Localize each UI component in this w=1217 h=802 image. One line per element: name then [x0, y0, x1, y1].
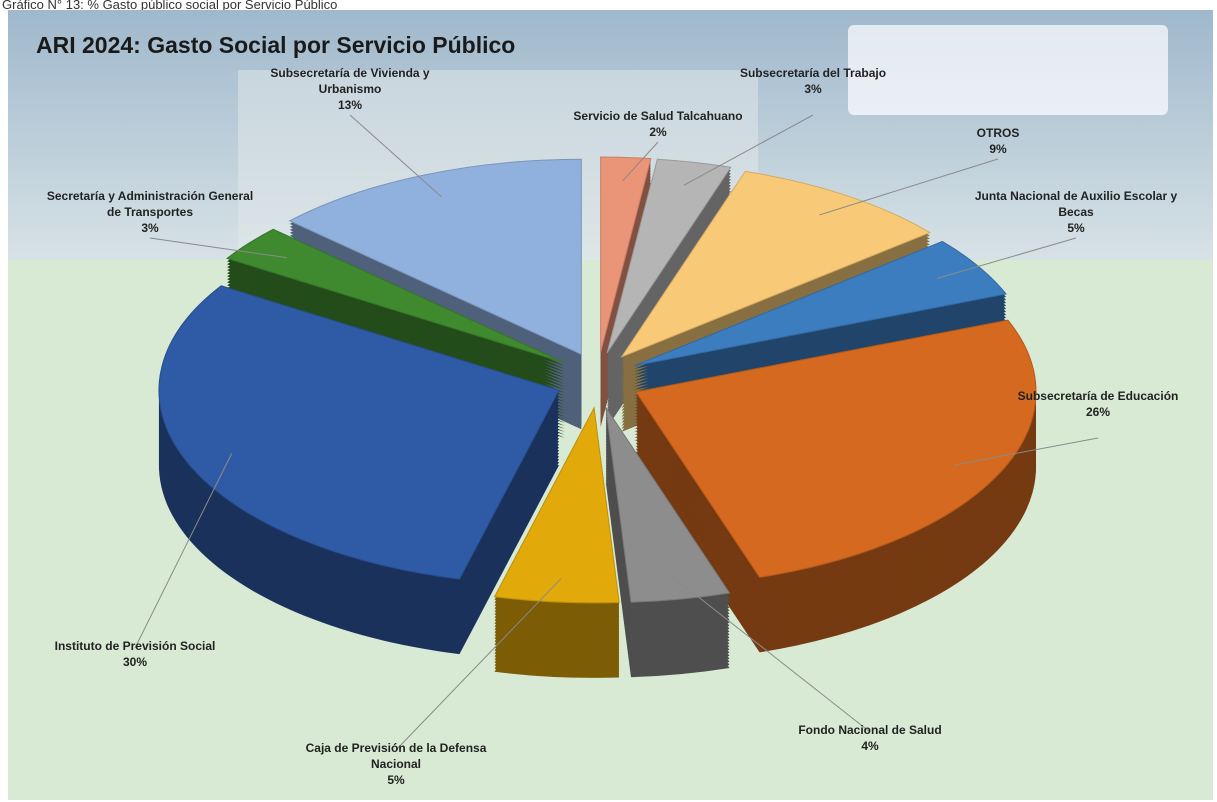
leader-line: [622, 141, 659, 182]
chart: [8, 10, 1213, 800]
leader-line: [954, 437, 1099, 466]
slice: [158, 285, 560, 580]
data-label-name: Fondo Nacional de Salud: [798, 723, 942, 737]
data-label: Subsecretaría del Trabajo 3%: [708, 65, 918, 97]
data-label-value: 2%: [649, 125, 667, 139]
chart-title: ARI 2024: Gasto Social por Servicio Públ…: [36, 32, 516, 58]
leader-line: [134, 453, 233, 649]
data-label-value: 26%: [1085, 405, 1111, 419]
data-label: Subsecretaría de Vivienda y Urbanismo 13%: [245, 65, 455, 113]
slice: [620, 170, 931, 358]
slice: [606, 158, 732, 353]
data-label-value: 13%: [337, 98, 363, 112]
leader-line: [349, 114, 442, 198]
data-label-value: 5%: [1067, 221, 1085, 235]
data-label-name: Servicio de Salud Talcahuano: [573, 109, 743, 123]
data-label: Subsecretaría de Educación 26%: [993, 388, 1203, 420]
slice: [493, 406, 620, 604]
leader-line: [395, 578, 562, 751]
data-label-value: 3%: [141, 221, 159, 235]
slice: [288, 158, 582, 356]
chart-frame: ARI 2024: Gasto Social por Servicio Públ…: [8, 10, 1213, 800]
data-label: OTROS 9%: [893, 125, 1103, 157]
data-label-name: Subsecretaría de Vivienda y Urbanismo: [270, 66, 430, 96]
data-label-name: OTROS: [976, 126, 1020, 140]
slice: [605, 407, 731, 603]
slice: [635, 319, 1037, 578]
data-label: Instituto de Previsión Social 30%: [30, 638, 240, 670]
data-label: Servicio de Salud Talcahuano 2%: [553, 108, 763, 140]
data-label-value: 3%: [804, 82, 822, 96]
slice: [226, 228, 566, 364]
data-label-value: 5%: [387, 773, 405, 787]
data-label: Secretaría y Administración General de T…: [45, 188, 255, 236]
leader-line: [936, 237, 1077, 279]
data-label-value: 30%: [122, 655, 148, 669]
data-label-name: Secretaría y Administración General de T…: [46, 189, 254, 219]
leader-line: [819, 158, 999, 216]
data-label-name: Caja de Previsión de la Defensa Nacional: [305, 741, 487, 771]
data-label-name: Junta Nacional de Auxilio Escolar y Beca…: [974, 189, 1178, 219]
data-label-name: Subsecretaría del Trabajo: [739, 66, 887, 80]
caption: Gráfico N° 13: % Gasto público social po…: [2, 0, 338, 12]
leader-line: [671, 575, 871, 733]
data-label: Junta Nacional de Auxilio Escolar y Beca…: [971, 188, 1181, 236]
data-label: Caja de Previsión de la Defensa Nacional…: [291, 740, 501, 788]
data-label: Fondo Nacional de Salud 4%: [765, 722, 975, 754]
leader-line: [683, 114, 814, 186]
background-logo: [848, 25, 1168, 115]
slice: [600, 156, 652, 353]
leader-line: [149, 237, 287, 259]
data-label-name: Instituto de Previsión Social: [54, 639, 216, 653]
data-label-value: 9%: [989, 142, 1007, 156]
data-label-value: 4%: [861, 739, 879, 753]
data-label-name: Subsecretaría de Educación: [1017, 389, 1179, 403]
